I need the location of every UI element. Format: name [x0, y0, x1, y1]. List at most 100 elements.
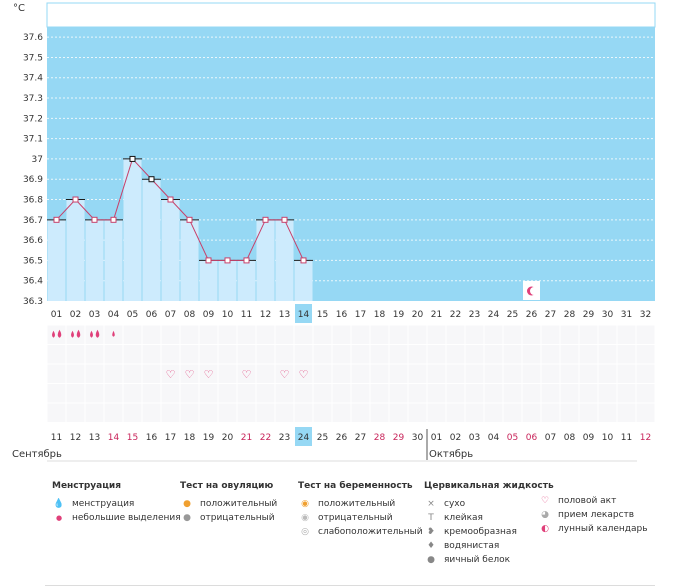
date-label: 16 — [146, 433, 158, 443]
temp-point — [224, 257, 231, 264]
bbt-chart: °С 37.6 37.5 37.4 37.3 37.2 37.1 37 36.9 36.8 36.7… — [12, 2, 656, 462]
day-label: 28 — [564, 310, 576, 320]
legend-item: ◉ отрицательный — [298, 511, 423, 525]
date-label: 22 — [260, 433, 271, 443]
y-tick-label: 36.4 — [23, 277, 43, 287]
temp-column — [256, 219, 275, 301]
day-label: 30 — [602, 310, 614, 320]
day-label: 23 — [469, 310, 480, 320]
day-label: 11 — [241, 310, 252, 320]
legend-label: прием лекарств — [558, 510, 635, 520]
date-label: 20 — [222, 433, 234, 443]
y-tick-label: 36.8 — [23, 196, 43, 206]
legend-pregnancy: Тест на беременность ◉ положительный ◉ отр… — [298, 481, 423, 539]
y-tick-label: 37.1 — [23, 135, 43, 145]
y-tick-label: 37.3 — [23, 94, 43, 104]
legend-label: клейкая — [444, 513, 483, 523]
y-tick-label: 37.6 — [23, 33, 43, 43]
temp-point — [300, 257, 307, 264]
temp-point — [72, 196, 79, 203]
legend-item: ◐ лунный календарь — [538, 522, 647, 536]
moon-icon: ◐ — [541, 524, 549, 534]
temp-column — [294, 260, 313, 301]
heart-icon: ♡ — [242, 368, 252, 381]
day-label: 13 — [279, 310, 290, 320]
day-label: 17 — [355, 310, 366, 320]
heart-icon: ♡ — [540, 496, 550, 506]
negative-test-icon: ◉ — [301, 513, 309, 523]
temp-point — [205, 257, 212, 264]
date-label: 06 — [526, 433, 538, 443]
day-label: 16 — [336, 310, 348, 320]
temp-column — [199, 260, 218, 301]
legend-item: ● положительный — [180, 497, 277, 511]
menstruation-drop-icon — [57, 329, 62, 338]
day-label: 29 — [583, 310, 595, 320]
day-label: 20 — [412, 310, 424, 320]
temp-point — [110, 216, 117, 223]
date-label: 10 — [602, 433, 614, 443]
current-day-highlight — [295, 304, 312, 323]
day-label: 12 — [260, 310, 271, 320]
legend-label: половой акт — [558, 496, 617, 506]
date-label: 18 — [184, 433, 196, 443]
date-label: 02 — [450, 433, 461, 443]
day-label: 27 — [545, 310, 556, 320]
date-label: 03 — [469, 433, 480, 443]
date-label: 23 — [279, 433, 290, 443]
legend-title: Менструация — [52, 481, 121, 491]
date-label: 15 — [127, 433, 138, 443]
legend-label: менструация — [72, 499, 135, 509]
day-label: 10 — [222, 310, 234, 320]
temp-column — [275, 219, 294, 301]
menstruation-drop-icon — [52, 330, 55, 338]
date-label: 12 — [640, 433, 651, 443]
legend-other: ♡ половой акт ◕ прием лекарств ◐ лунный кал… — [538, 494, 648, 536]
date-label: 21 — [241, 433, 252, 443]
legend-menstruation: Менструация 💧 менструация ● небольшие выде… — [52, 481, 181, 525]
cross-icon: × — [427, 499, 435, 509]
legend-item: ● яичный белок — [424, 553, 554, 567]
day-label: 24 — [488, 310, 500, 320]
temp-line — [56, 157, 304, 261]
legend-item: ● небольшие выделения — [52, 511, 181, 525]
menstruation-drop-icon — [71, 330, 74, 338]
temp-column — [237, 260, 256, 301]
temp-point — [129, 155, 136, 162]
date-label: 30 — [412, 433, 424, 443]
date-label: 04 — [488, 433, 500, 443]
legend-item: 💧 менструация — [52, 497, 181, 511]
day-label: 04 — [108, 310, 120, 320]
legend-item: ❥ кремообразная — [424, 525, 554, 539]
heart-icon: ♡ — [204, 368, 214, 381]
weak-test-icon: ◎ — [301, 527, 309, 537]
date-label: 26 — [336, 433, 348, 443]
y-tick-label: 36.9 — [23, 175, 43, 185]
drops-icon: 💧 — [53, 499, 65, 509]
day-row-bg — [47, 304, 655, 323]
heart-icon: ♡ — [280, 368, 290, 381]
date-label: 24 — [298, 433, 310, 443]
date-label: 07 — [545, 433, 556, 443]
eggwhite-icon: ● — [427, 555, 435, 565]
positive-test-icon: ◉ — [301, 499, 309, 509]
date-label: 25 — [317, 433, 328, 443]
day-label: 06 — [146, 310, 158, 320]
legend-title: Тест на беременность — [298, 481, 413, 491]
moon-icon-cut — [530, 287, 538, 295]
temp-column — [161, 199, 180, 301]
temp-point — [262, 216, 269, 223]
day-label: 08 — [184, 310, 196, 320]
legend-title: Тест на овуляцию — [180, 481, 274, 491]
temp-column — [218, 260, 237, 301]
pill-icon: ◕ — [541, 510, 549, 520]
temp-point — [91, 216, 98, 223]
legend-label: отрицательный — [200, 513, 275, 523]
date-label: 27 — [355, 433, 366, 443]
legend-label: яичный белок — [444, 555, 511, 565]
temp-column — [180, 219, 199, 301]
y-tick-label: 36.3 — [23, 297, 43, 307]
legend-item: ꓔ клейкая — [424, 511, 554, 525]
date-label: 11 — [51, 433, 62, 443]
sticky-icon: ꓔ — [428, 513, 434, 523]
